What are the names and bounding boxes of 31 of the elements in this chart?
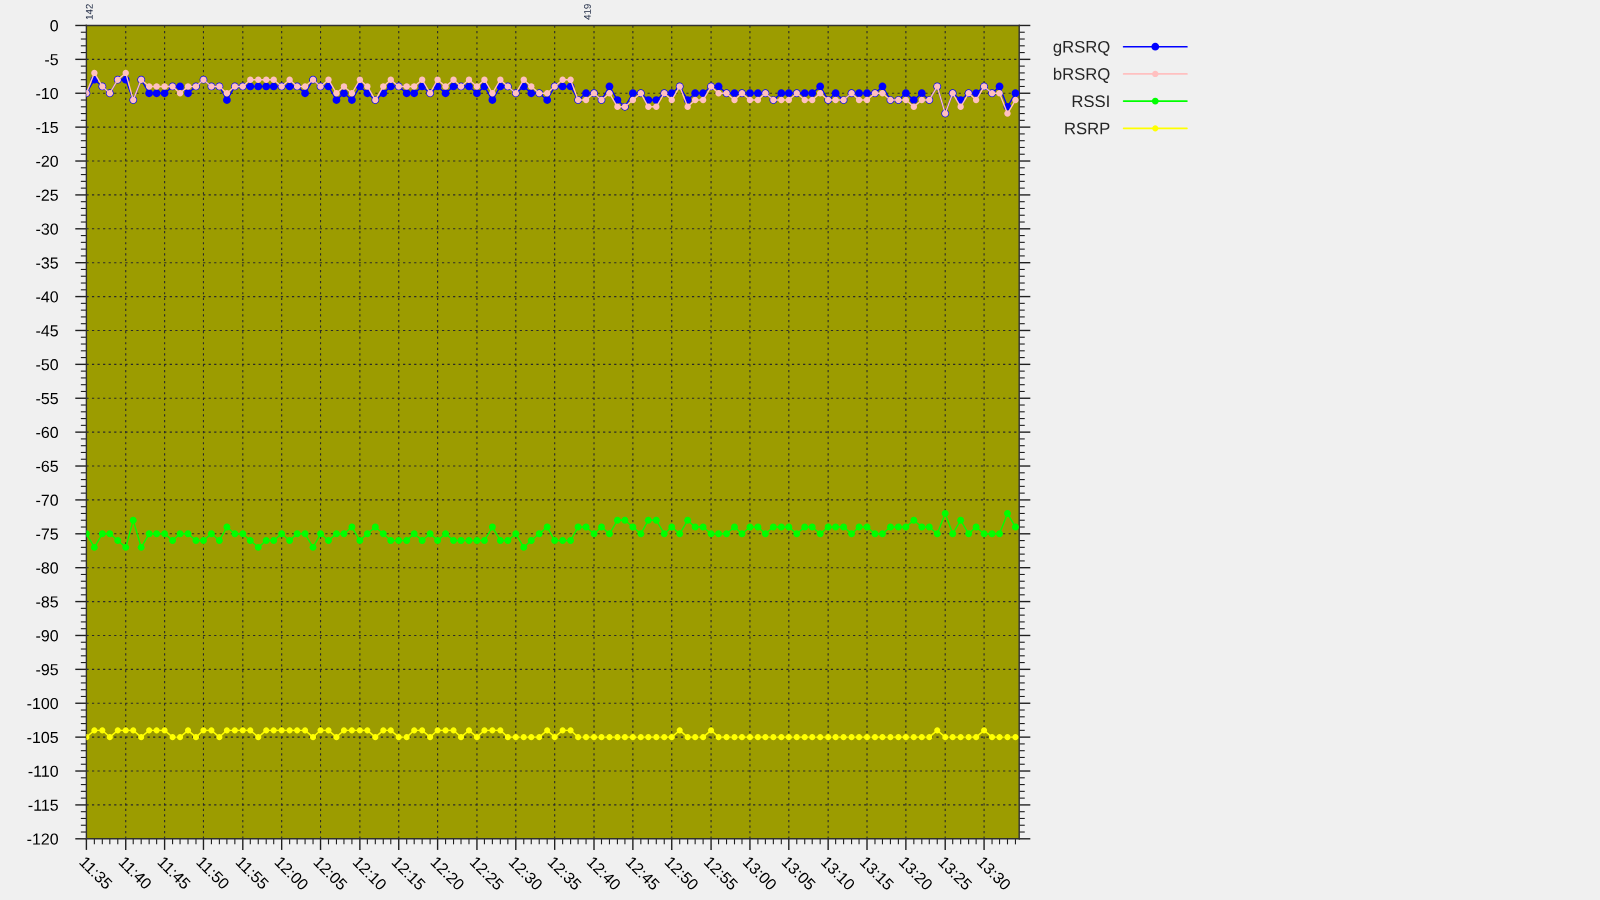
y-tick-label: -20: [36, 155, 58, 167]
y-tick-label: -25: [36, 189, 58, 201]
y-tick-label: 0: [50, 20, 58, 32]
text: 419: [583, 4, 591, 20]
y-tick-label: -55: [36, 393, 58, 405]
y-tick-label: -115: [28, 799, 58, 811]
text: 142: [85, 4, 93, 20]
legend-label: bRSRQ: [1053, 67, 1110, 83]
y-tick-label: -90: [36, 630, 58, 642]
y-tick-label: -40: [36, 291, 58, 303]
y-tick-label: -35: [36, 257, 58, 269]
y-tick-label: -75: [36, 528, 58, 540]
y-tick-label: -80: [36, 562, 58, 574]
y-tick-label: -45: [36, 325, 58, 337]
y-tick-label: -110: [28, 765, 58, 777]
y-tick-label: -30: [36, 223, 58, 235]
y-tick-label: -50: [36, 358, 58, 371]
y-tick-label: -70: [36, 494, 58, 506]
y-tick-label: -105: [27, 731, 58, 744]
y-tick-label: -60: [36, 426, 58, 439]
y-tick-label: -85: [36, 596, 58, 608]
y-tick-label: -15: [36, 121, 58, 134]
legend-label: RSRP: [1065, 122, 1110, 135]
legend-label: RSSI: [1072, 95, 1109, 108]
y-tick-label: -10: [36, 87, 58, 100]
y-tick-label: -120: [27, 833, 58, 845]
y-tick-label: -100: [27, 697, 58, 710]
y-tick-label: -5: [45, 54, 58, 66]
y-tick-label: -95: [36, 663, 58, 676]
y-tick-label: -65: [36, 460, 58, 472]
legend-label: gRSRQ: [1053, 40, 1110, 57]
